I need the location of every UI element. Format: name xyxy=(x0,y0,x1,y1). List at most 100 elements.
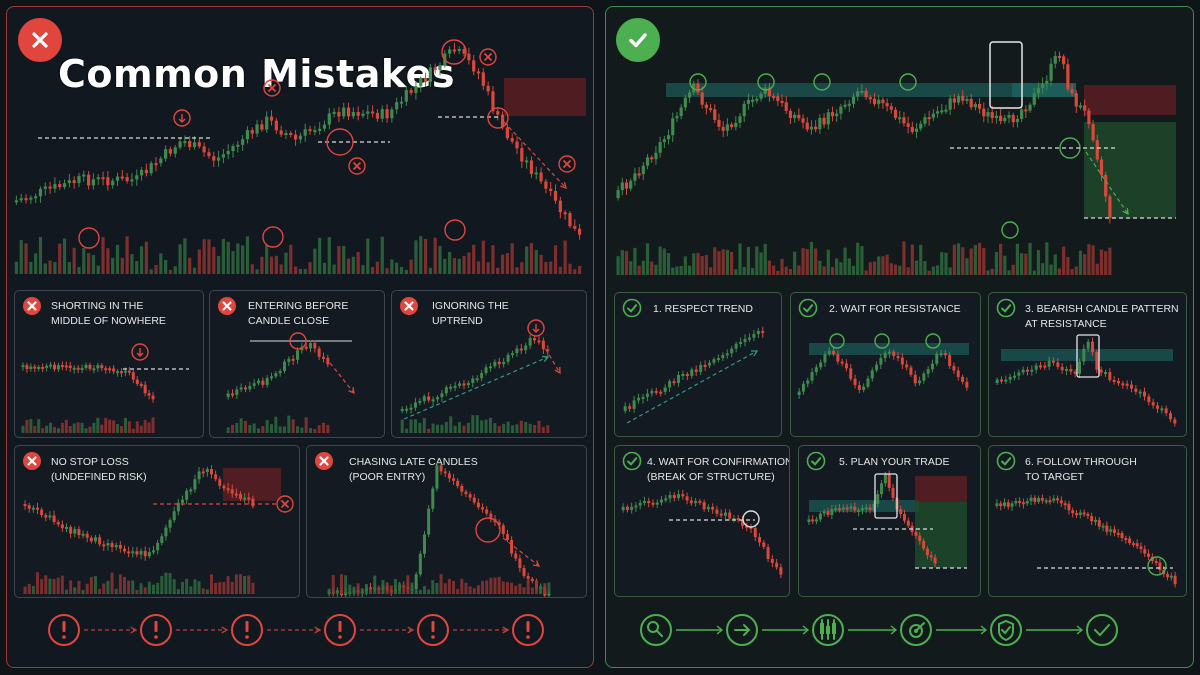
volume-bar xyxy=(990,268,994,275)
candle-body xyxy=(44,515,48,518)
candle-body xyxy=(115,176,120,181)
volume-bar xyxy=(322,262,327,274)
candle-body xyxy=(72,180,76,184)
volume-bar xyxy=(159,253,163,274)
volume-bar xyxy=(82,248,86,274)
candle-body xyxy=(1052,498,1056,501)
candle-body xyxy=(776,96,780,101)
candle-body xyxy=(868,97,872,100)
volume-bar xyxy=(348,584,352,594)
candle-body xyxy=(1091,124,1095,141)
candle-body xyxy=(298,135,303,140)
candle-body xyxy=(77,529,81,536)
volume-bar xyxy=(515,267,519,274)
volume-bar xyxy=(629,261,633,275)
volume-bar xyxy=(1083,254,1087,275)
volume-bar xyxy=(889,263,893,275)
candle-body xyxy=(645,393,649,397)
volume-bar xyxy=(226,427,230,433)
candle-body xyxy=(759,93,763,99)
exclamation-stroke xyxy=(338,621,342,632)
candle-body xyxy=(1006,502,1010,507)
candle-body xyxy=(491,91,495,112)
candle-body xyxy=(845,507,849,510)
candle-body xyxy=(94,537,97,542)
candle-body xyxy=(52,515,56,523)
volume-bar xyxy=(43,263,47,274)
candle-body xyxy=(664,498,668,501)
candle-body xyxy=(501,525,505,535)
candle-body xyxy=(780,100,784,103)
down-arrow-stroke xyxy=(136,348,144,357)
candle-body xyxy=(1074,93,1078,107)
candle-body xyxy=(549,188,553,192)
candle-body xyxy=(1041,83,1045,89)
candle-body xyxy=(826,112,830,125)
volume-bar xyxy=(413,419,417,433)
candle-body xyxy=(815,519,819,522)
volume-bar xyxy=(364,584,368,594)
volume-bar xyxy=(500,254,505,274)
candle-body xyxy=(729,124,734,128)
candle-body xyxy=(879,358,883,365)
resistance-zone xyxy=(809,500,919,512)
candle-body xyxy=(486,85,490,92)
volume-bar xyxy=(491,245,495,274)
candle-body xyxy=(337,111,341,117)
candle-body xyxy=(127,370,131,373)
candle-body xyxy=(925,548,929,556)
mistakes-flow xyxy=(48,614,544,646)
volume-bar xyxy=(56,428,60,433)
volume-bar xyxy=(340,574,344,594)
candle-body xyxy=(851,96,856,104)
volume-bar xyxy=(337,245,341,274)
volume-bar xyxy=(458,422,462,433)
volume-bar xyxy=(692,253,696,275)
exclamation-stroke xyxy=(62,621,66,632)
volume-bar xyxy=(1028,242,1032,275)
candle-body xyxy=(1087,110,1091,125)
candle-body xyxy=(192,142,197,148)
candle-body xyxy=(660,499,663,503)
candle-body xyxy=(193,479,197,490)
candle-body xyxy=(197,471,201,480)
volume-bar xyxy=(156,582,160,594)
arrow-right-icon xyxy=(726,614,758,646)
candle-body xyxy=(738,116,742,123)
exclamation-dot xyxy=(526,635,530,639)
candle-body xyxy=(929,555,933,558)
candle-body xyxy=(418,553,422,575)
candle-body xyxy=(405,408,409,411)
x-marker-icon xyxy=(263,79,281,97)
candle-body xyxy=(102,544,106,547)
volume-bar xyxy=(197,249,201,274)
candle-body xyxy=(466,383,470,386)
volume-bar xyxy=(14,261,19,274)
candle-body xyxy=(881,99,885,104)
volume-bar xyxy=(847,258,851,275)
candle-body xyxy=(313,343,317,349)
candle-body xyxy=(818,513,822,520)
candle-body xyxy=(977,103,982,109)
candle-body xyxy=(431,399,435,402)
candle-body xyxy=(1099,159,1104,175)
candle-body xyxy=(651,502,655,505)
candle-body xyxy=(835,113,839,117)
resistance-zone xyxy=(1012,83,1076,97)
exclamation-dot xyxy=(245,635,249,639)
volume-bar xyxy=(356,583,360,594)
exclamation-dot xyxy=(338,635,342,639)
volume-bar xyxy=(239,574,242,594)
volume-bar xyxy=(529,243,534,274)
check-mark-icon xyxy=(616,18,660,62)
volume-bar xyxy=(360,588,364,594)
exclamation-icon xyxy=(324,614,356,646)
highlight-circle xyxy=(78,227,100,249)
candle-body xyxy=(390,109,394,119)
volume-bar xyxy=(541,426,545,433)
volume-bar xyxy=(176,589,180,594)
candle-body xyxy=(877,99,881,105)
x-marker-icon xyxy=(276,495,294,513)
highlight-circle xyxy=(262,226,284,248)
candle-body xyxy=(883,352,887,359)
